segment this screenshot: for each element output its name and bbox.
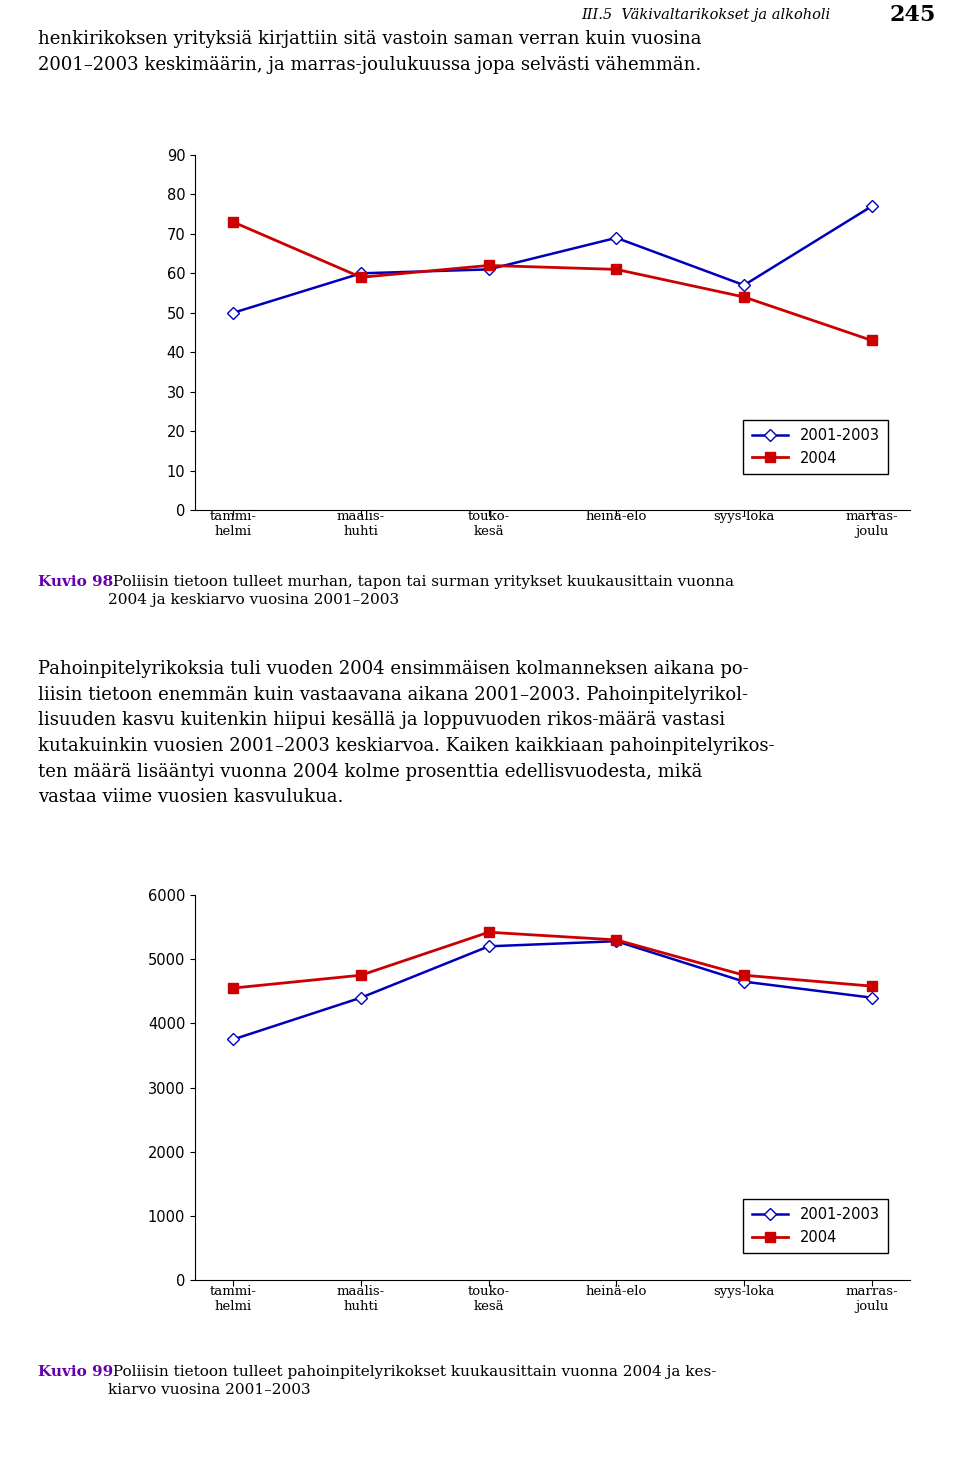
Text: marras-
joulu: marras- joulu <box>846 510 898 538</box>
Text: tammi-
helmi: tammi- helmi <box>210 510 257 538</box>
Text: syys-loka: syys-loka <box>713 1285 775 1298</box>
Text: heinä-elo: heinä-elo <box>586 1285 647 1298</box>
Legend: 2001-2003, 2004: 2001-2003, 2004 <box>743 1199 888 1254</box>
Text: maalis-
huhti: maalis- huhti <box>337 1285 385 1313</box>
Text: henkirikoksen yrityksiä kirjattiin sitä vastoin saman verran kuin vuosina
2001–2: henkirikoksen yrityksiä kirjattiin sitä … <box>38 30 702 74</box>
Text: marras-
joulu: marras- joulu <box>846 1285 898 1313</box>
Text: Kuvio 98: Kuvio 98 <box>38 575 113 588</box>
Text: Poliisin tietoon tulleet pahoinpitelyrikokset kuukausittain vuonna 2004 ja kes-
: Poliisin tietoon tulleet pahoinpitelyrik… <box>108 1365 716 1398</box>
Text: syys-loka: syys-loka <box>713 510 775 523</box>
Legend: 2001-2003, 2004: 2001-2003, 2004 <box>743 419 888 474</box>
Text: Kuvio 99: Kuvio 99 <box>38 1365 113 1378</box>
Text: 245: 245 <box>890 4 936 27</box>
Text: maalis-
huhti: maalis- huhti <box>337 510 385 538</box>
Text: heinä-elo: heinä-elo <box>586 510 647 523</box>
Text: Poliisin tietoon tulleet murhan, tapon tai surman yritykset kuukausittain vuonna: Poliisin tietoon tulleet murhan, tapon t… <box>108 575 733 608</box>
Text: tammi-
helmi: tammi- helmi <box>210 1285 257 1313</box>
Text: touko-
kesä: touko- kesä <box>468 1285 510 1313</box>
Text: III.5  Väkivaltarikokset ja alkoholi: III.5 Väkivaltarikokset ja alkoholi <box>581 7 830 22</box>
Text: Pahoinpitelyrikoksia tuli vuoden 2004 ensimmäisen kolmanneksen aikana po-
liisin: Pahoinpitelyrikoksia tuli vuoden 2004 en… <box>38 659 775 806</box>
Text: touko-
kesä: touko- kesä <box>468 510 510 538</box>
